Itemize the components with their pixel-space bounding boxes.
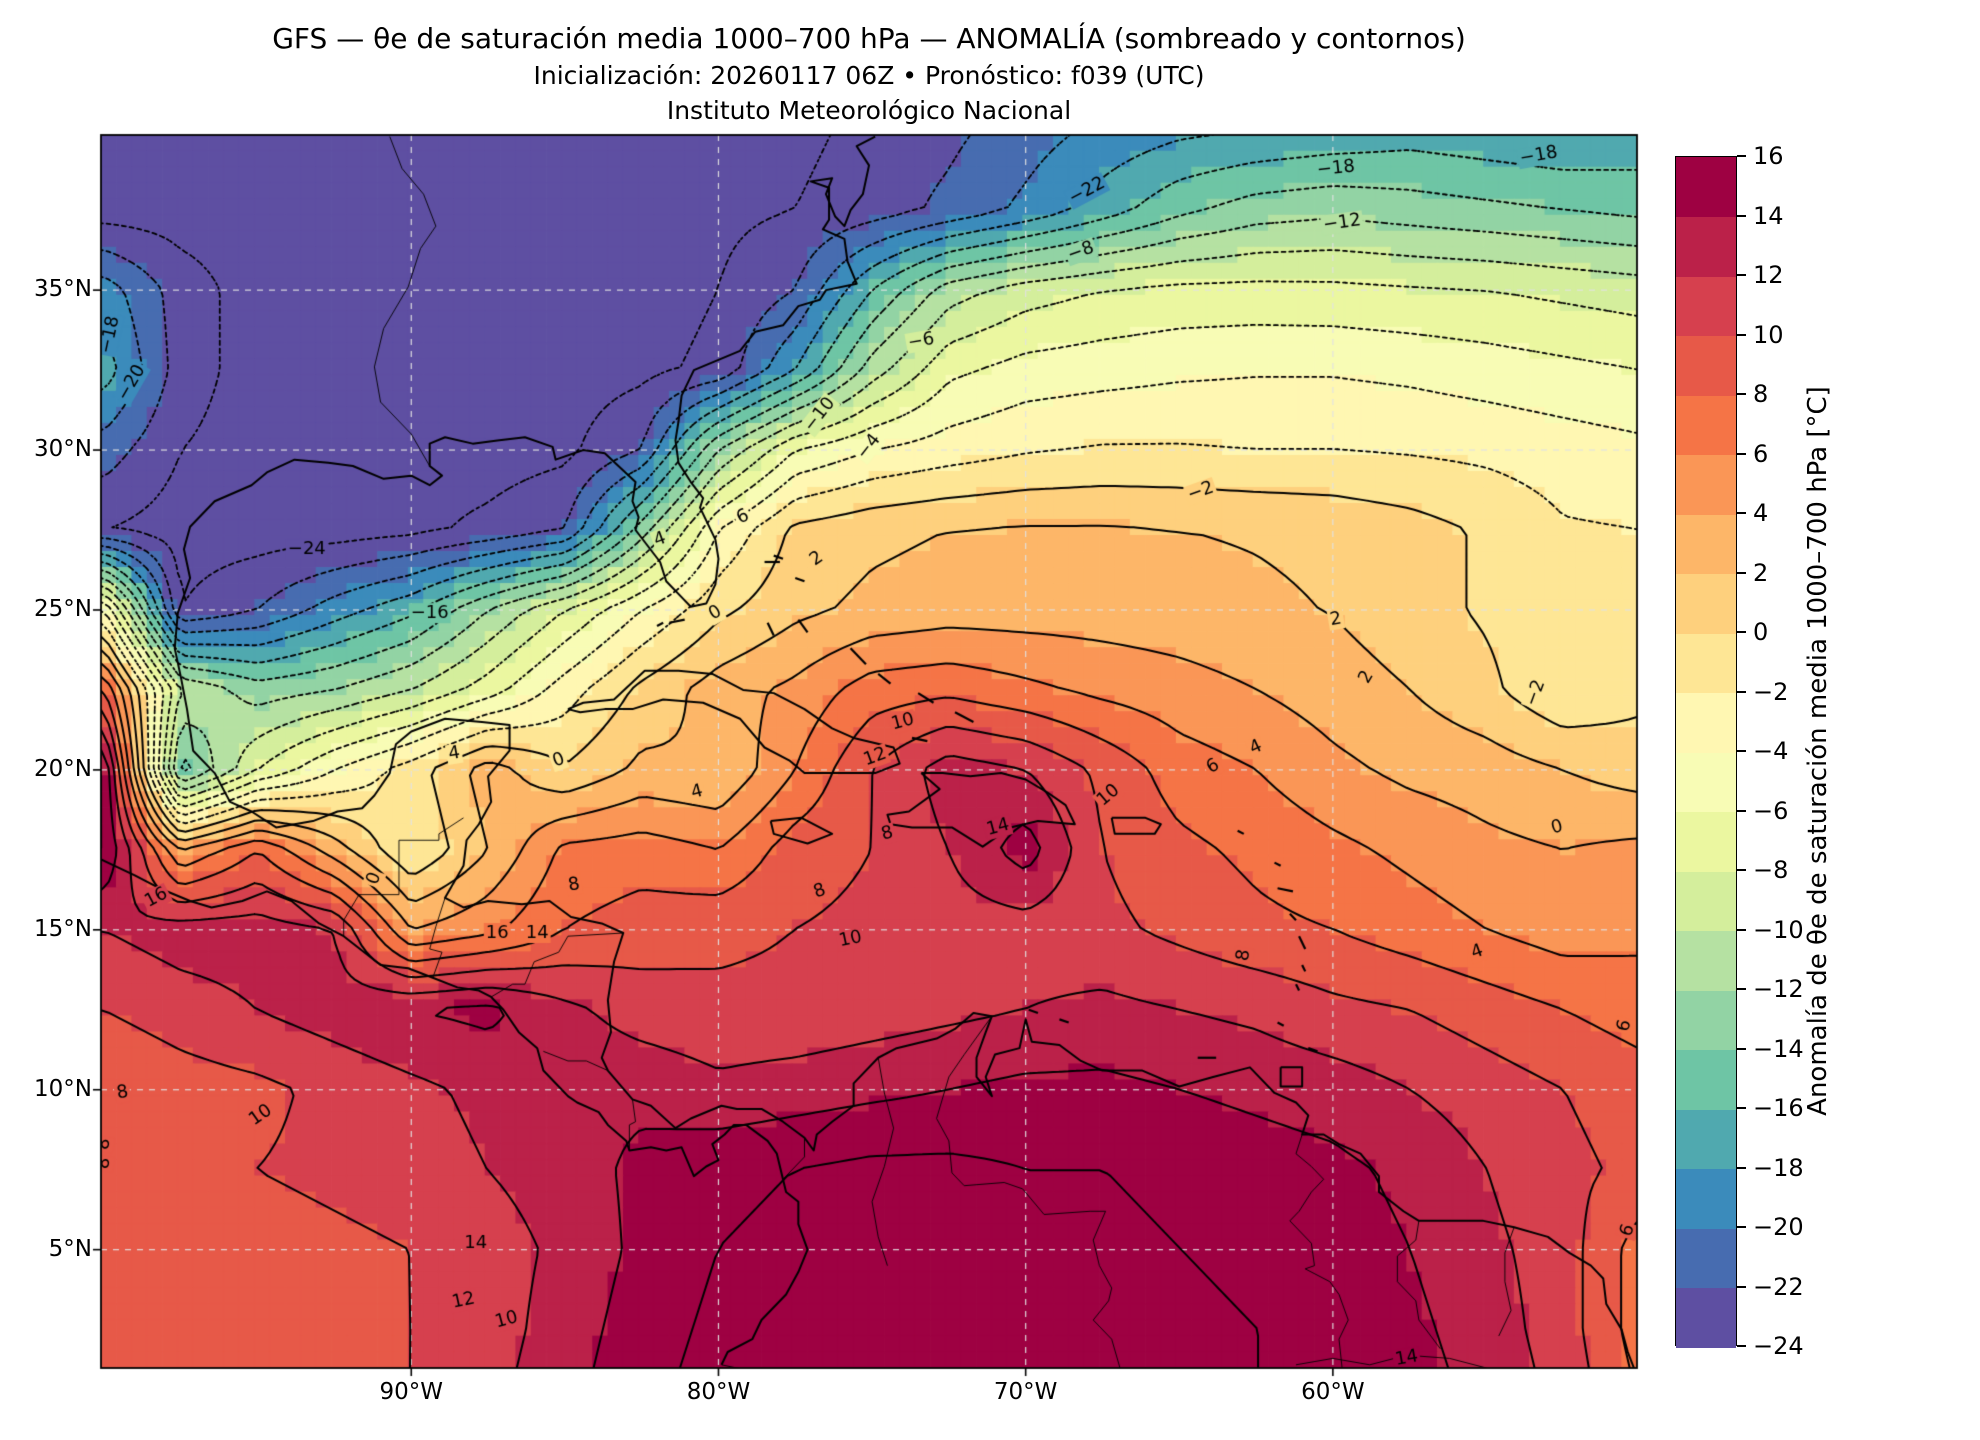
- colorbar-segment: [1676, 930, 1736, 991]
- colorbar-unit-label: Anomalía de θe de saturación media 1000–…: [1803, 386, 1833, 1116]
- lat-tick-label: 5°N: [48, 1235, 92, 1262]
- lat-tick-label: 20°N: [34, 755, 92, 782]
- colorbar-tick-label: 12: [1753, 261, 1784, 289]
- colorbar-tick: [1737, 214, 1746, 217]
- lat-tick-label: 30°N: [34, 436, 92, 463]
- lat-tick-label: 15°N: [34, 915, 92, 942]
- lon-tick-label: 80°W: [686, 1379, 751, 1405]
- colorbar-tick-label: 8: [1753, 380, 1769, 408]
- colorbar-tick-label: −16: [1753, 1094, 1804, 1122]
- lat-tick-label: 10°N: [34, 1075, 92, 1102]
- colorbar-tick-label: −2: [1753, 677, 1789, 706]
- colorbar-tick-label: 10: [1753, 320, 1784, 349]
- colorbar-segment: [1676, 395, 1736, 455]
- colorbar-segment: [1676, 276, 1736, 336]
- colorbar-segment: [1676, 811, 1736, 872]
- colorbar-tick-label: 14: [1753, 201, 1784, 230]
- colorbar-tick-label: 16: [1753, 142, 1784, 170]
- colorbar-segment: [1676, 1049, 1736, 1110]
- colorbar-tick: [1737, 274, 1746, 276]
- lon-tick-label: 90°W: [379, 1379, 444, 1405]
- colorbar-tick: [1737, 928, 1746, 931]
- colorbar-segment: [1676, 514, 1736, 574]
- colorbar-tick-label: 6: [1753, 439, 1769, 468]
- colorbar-tick-label: −20: [1753, 1213, 1804, 1241]
- colorbar-segment: [1676, 1287, 1736, 1348]
- colorbar-tick: [1737, 1285, 1746, 1288]
- colorbar-tick: [1737, 750, 1746, 752]
- colorbar-tick-label: −24: [1753, 1332, 1804, 1360]
- colorbar-tick: [1737, 1107, 1746, 1109]
- colorbar-segment: [1676, 335, 1736, 396]
- colorbar-tick: [1737, 1166, 1746, 1169]
- colorbar-segment: [1676, 1168, 1736, 1229]
- colorbar-segment: [1676, 454, 1736, 515]
- colorbar-tick: [1737, 512, 1746, 514]
- colorbar-segment: [1676, 216, 1736, 277]
- colorbar-tick-label: 4: [1753, 499, 1769, 527]
- colorbar-tick-label: −12: [1753, 975, 1804, 1003]
- colorbar-segment: [1676, 692, 1736, 753]
- colorbar-tick: [1737, 809, 1746, 812]
- colorbar-segment: [1676, 752, 1736, 812]
- colorbar-tick: [1737, 1047, 1746, 1050]
- colorbar-segment: [1676, 1228, 1736, 1288]
- lat-tick-label: 35°N: [34, 276, 92, 303]
- colorbar-segment: [1676, 633, 1736, 693]
- colorbar-tick-label: −6: [1753, 796, 1789, 825]
- colorbar-tick: [1737, 452, 1746, 455]
- colorbar-tick: [1737, 1226, 1746, 1228]
- colorbar-tick: [1737, 631, 1746, 633]
- colorbar-tick-label: 2: [1753, 558, 1769, 587]
- colorbar-tick-label: 0: [1753, 618, 1769, 646]
- colorbar-tick-label: −8: [1753, 856, 1789, 884]
- colorbar-segment: [1676, 573, 1736, 634]
- colorbar-tick: [1737, 571, 1746, 574]
- colorbar-tick: [1737, 690, 1746, 693]
- colorbar-segment: [1676, 1109, 1736, 1169]
- colorbar-segment: [1676, 990, 1736, 1050]
- lon-tick-label: 60°W: [1301, 1379, 1365, 1405]
- colorbar-tick-label: −10: [1753, 915, 1804, 944]
- colorbar-tick: [1737, 333, 1746, 336]
- colorbar-tick-label: −4: [1753, 737, 1789, 765]
- colorbar-tick-label: −14: [1753, 1034, 1804, 1063]
- colorbar-tick: [1737, 1345, 1746, 1347]
- colorbar-tick: [1737, 869, 1746, 871]
- colorbar-segment: [1676, 157, 1736, 217]
- colorbar-tick-label: −22: [1753, 1272, 1804, 1301]
- colorbar-tick-label: −18: [1753, 1153, 1804, 1182]
- colorbar-tick: [1737, 393, 1746, 395]
- colorbar-tick: [1737, 155, 1746, 157]
- colorbar-tick: [1737, 988, 1746, 990]
- colorbar: [1675, 156, 1737, 1348]
- colorbar-segment: [1676, 871, 1736, 931]
- lon-tick-label: 70°W: [993, 1379, 1058, 1405]
- lat-tick-label: 25°N: [34, 595, 92, 622]
